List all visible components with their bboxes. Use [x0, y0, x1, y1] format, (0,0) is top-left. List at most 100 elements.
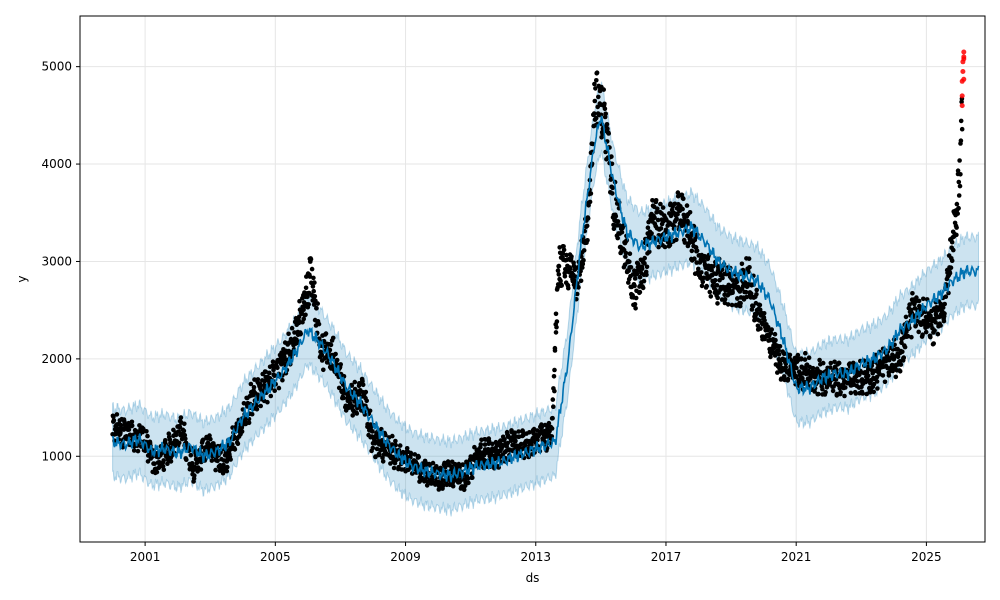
- observed-point: [842, 393, 847, 399]
- observed-point: [916, 298, 922, 304]
- observed-point: [129, 419, 135, 425]
- x-tick-label: 2017: [651, 550, 682, 564]
- observed-point: [701, 275, 706, 281]
- observed-point: [637, 274, 643, 280]
- observed-point: [739, 261, 745, 267]
- observed-point: [843, 385, 848, 390]
- observed-point: [460, 462, 466, 468]
- observed-point: [725, 302, 731, 307]
- observed-point: [828, 365, 833, 370]
- observed-point: [916, 329, 921, 335]
- observed-point: [349, 383, 355, 388]
- observed-point: [270, 359, 276, 365]
- observed-point: [689, 248, 695, 254]
- observed-point: [393, 442, 399, 448]
- observed-point: [608, 177, 614, 182]
- observed-point: [886, 373, 892, 378]
- observed-point: [649, 231, 654, 236]
- observed-point: [632, 302, 638, 307]
- observed-point: [949, 239, 955, 245]
- observed-point: [305, 294, 310, 300]
- observed-point: [957, 158, 962, 163]
- observed-point: [163, 438, 168, 443]
- observed-point: [795, 352, 801, 358]
- observed-point: [470, 475, 475, 481]
- observed-point: [143, 448, 148, 454]
- observed-point: [114, 412, 120, 417]
- observed-point: [289, 325, 295, 331]
- observed-point: [490, 441, 495, 447]
- observed-point: [321, 367, 326, 373]
- observed-point: [314, 305, 319, 311]
- observed-point: [552, 388, 557, 394]
- observed-point: [714, 283, 720, 288]
- observed-point: [249, 411, 255, 417]
- observed-point: [956, 179, 962, 185]
- observed-point: [408, 451, 414, 457]
- observed-point: [416, 454, 422, 460]
- observed-point: [516, 429, 521, 434]
- observed-point: [785, 376, 791, 382]
- observed-point: [602, 101, 607, 107]
- observed-point: [658, 201, 663, 207]
- highlight-point: [960, 69, 966, 74]
- observed-point: [561, 247, 567, 253]
- observed-point: [587, 199, 593, 205]
- observed-point: [461, 487, 467, 493]
- observed-point: [609, 154, 614, 159]
- observed-point: [836, 360, 842, 366]
- observed-point: [817, 357, 822, 363]
- observed-point: [776, 352, 782, 357]
- observed-point: [947, 270, 953, 276]
- observed-point: [370, 429, 375, 434]
- observed-point: [554, 324, 559, 330]
- observed-point: [674, 237, 679, 243]
- highlight-points: [959, 49, 967, 109]
- observed-point: [647, 249, 652, 255]
- observed-point: [576, 285, 581, 290]
- observed-point: [370, 445, 376, 451]
- observed-point: [834, 391, 840, 397]
- observed-point: [633, 295, 639, 301]
- observed-point: [312, 280, 317, 285]
- observed-point: [311, 275, 316, 281]
- observed-point: [341, 395, 346, 401]
- highlight-point: [961, 56, 967, 62]
- x-tick-label: 2013: [520, 550, 551, 564]
- observed-point: [235, 441, 241, 447]
- observed-point: [588, 191, 594, 196]
- observed-point: [602, 106, 608, 112]
- observed-point: [783, 365, 788, 370]
- observed-point: [951, 247, 956, 253]
- observed-point: [263, 369, 269, 375]
- observed-point: [596, 94, 601, 100]
- observed-point: [550, 397, 556, 402]
- observed-point: [306, 302, 312, 307]
- observed-point: [781, 374, 787, 379]
- observed-point: [574, 291, 580, 297]
- observed-point: [592, 98, 598, 104]
- observed-point: [606, 131, 611, 136]
- observed-point: [702, 253, 707, 259]
- observed-point: [601, 87, 606, 92]
- observed-point: [681, 196, 686, 201]
- observed-point: [591, 111, 597, 116]
- observed-point: [265, 399, 270, 405]
- observed-point: [478, 442, 484, 447]
- observed-point: [897, 369, 903, 374]
- observed-point: [145, 459, 151, 464]
- observed-point: [254, 406, 260, 412]
- observed-point: [364, 398, 370, 404]
- observed-point: [188, 452, 194, 458]
- x-tick-label: 2025: [911, 550, 942, 564]
- observed-point: [730, 290, 735, 296]
- observed-point: [161, 458, 166, 463]
- observed-point: [363, 389, 369, 395]
- observed-point: [748, 291, 754, 296]
- observed-point: [672, 201, 678, 207]
- observed-point: [310, 284, 316, 289]
- observed-point: [776, 348, 781, 353]
- observed-point: [152, 461, 157, 467]
- observed-point: [311, 288, 317, 294]
- observed-point: [743, 289, 749, 295]
